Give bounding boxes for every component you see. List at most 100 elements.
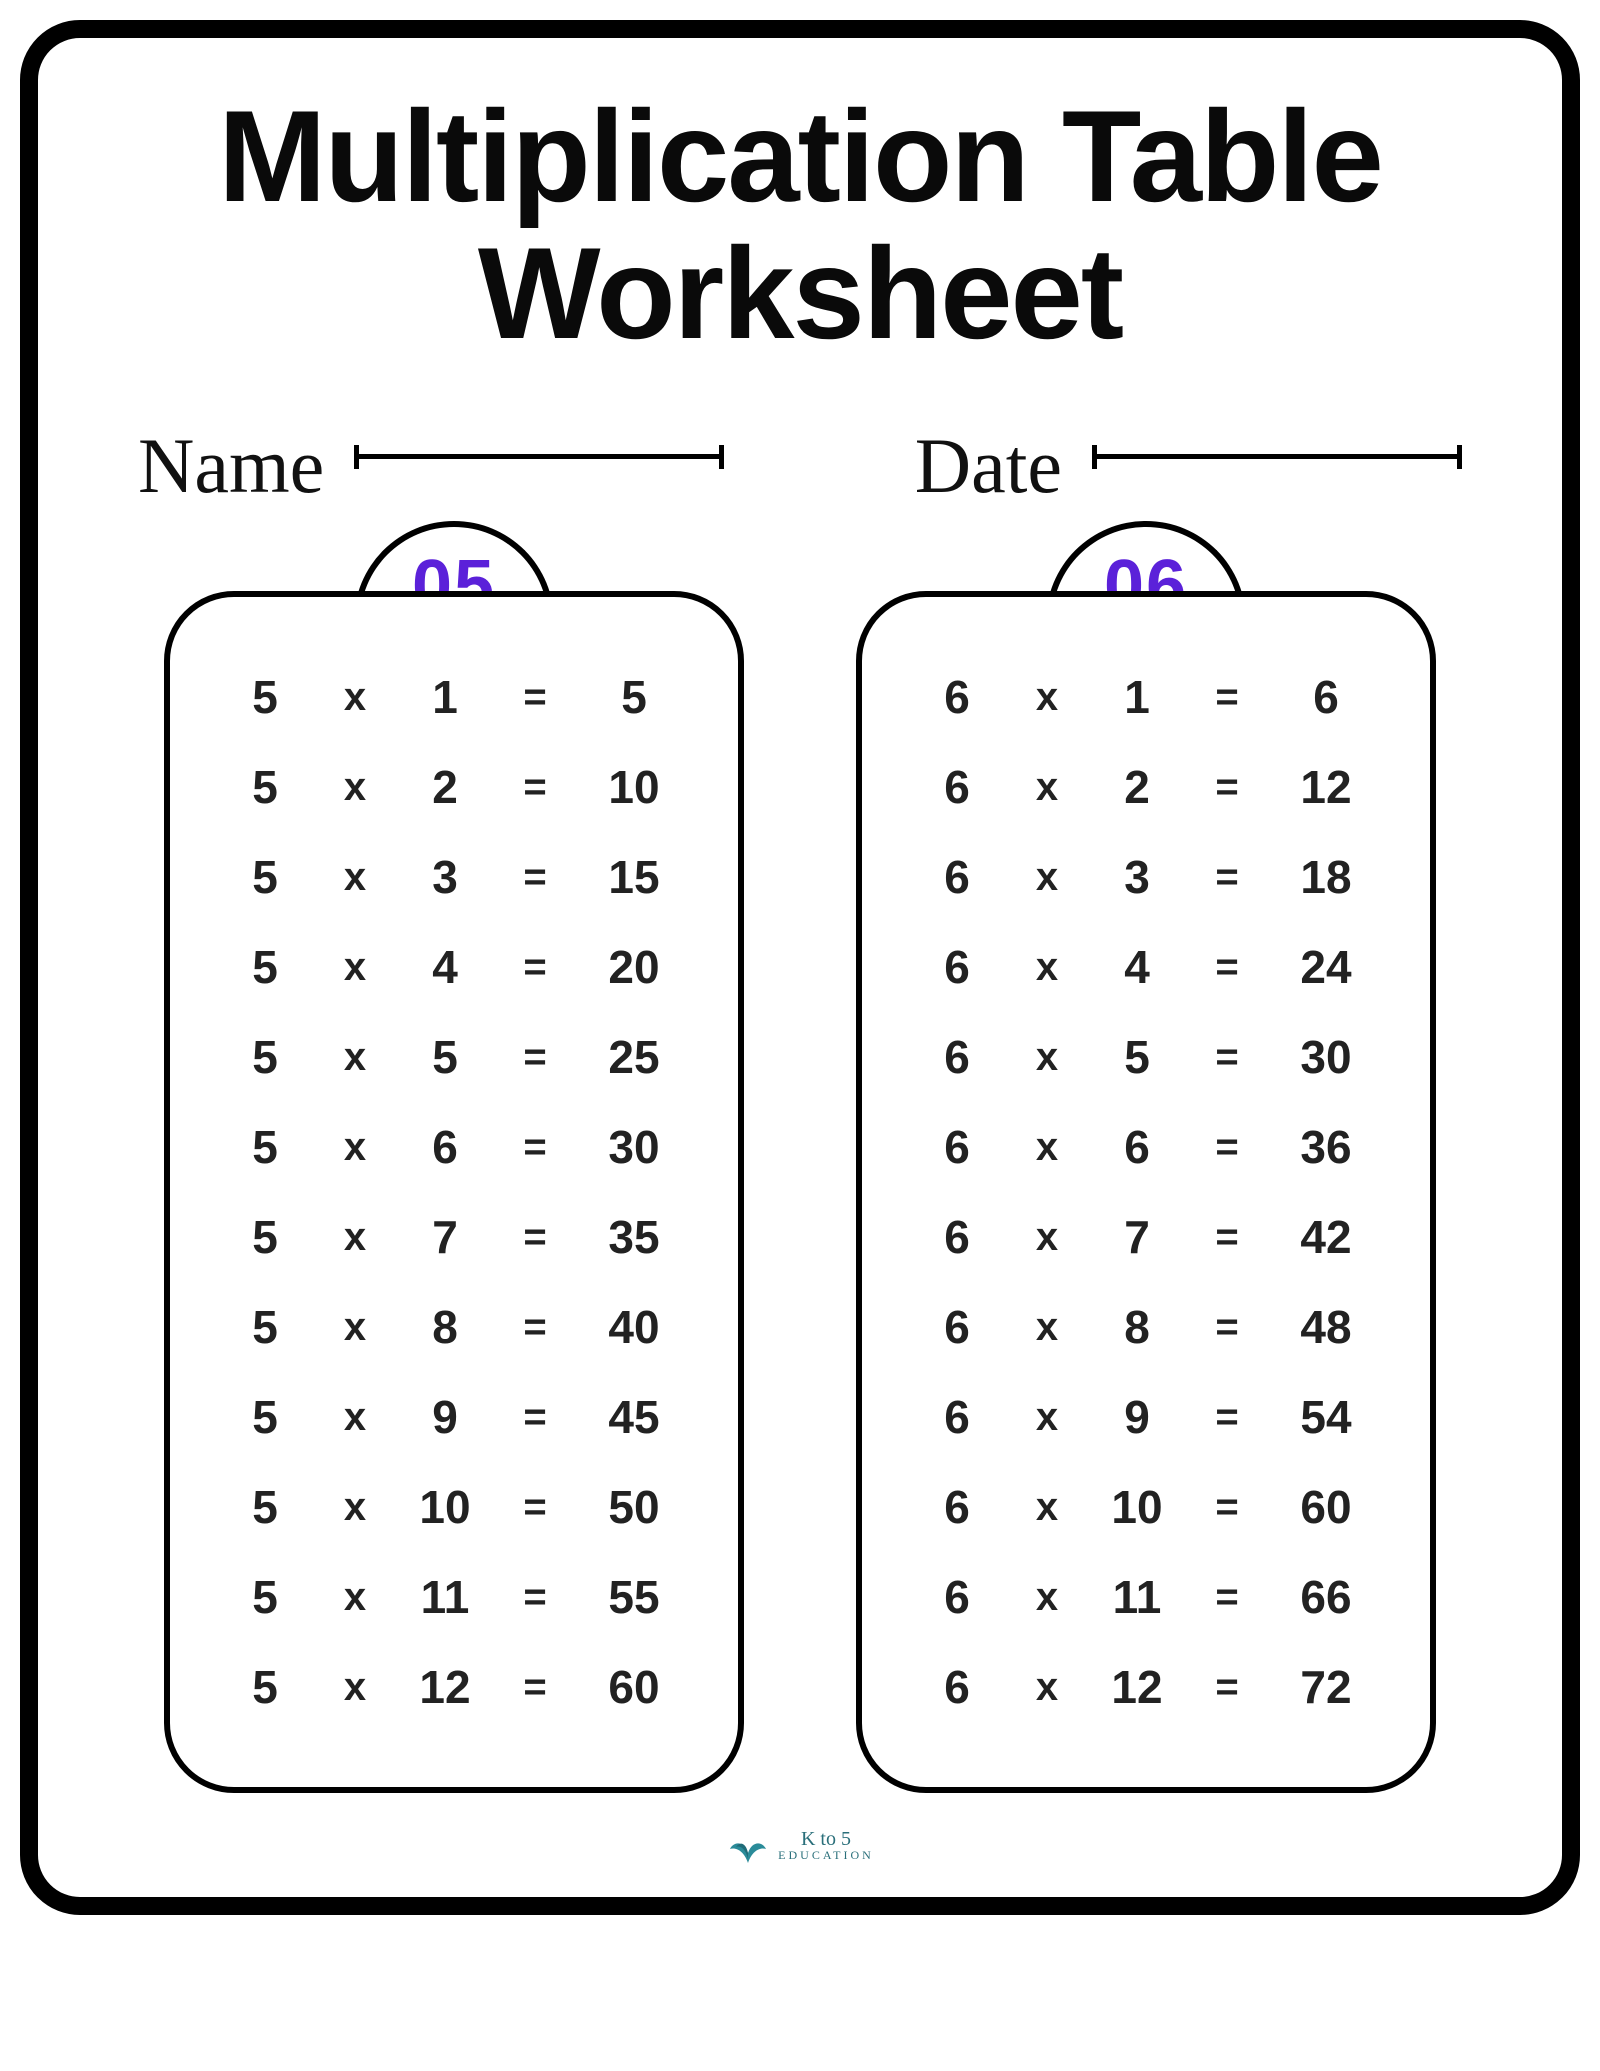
table-row: 5x11=55 <box>220 1552 688 1642</box>
equals-symbol: = <box>1182 1125 1272 1170</box>
equals-symbol: = <box>1182 1485 1272 1530</box>
table-row: 5x7=35 <box>220 1192 688 1282</box>
multiplier: 10 <box>400 1480 490 1534</box>
equals-symbol: = <box>1182 1035 1272 1080</box>
multiply-symbol: x <box>1002 1305 1092 1350</box>
equals-symbol: = <box>490 1125 580 1170</box>
multiplicand: 5 <box>220 1480 310 1534</box>
multiplier: 10 <box>1092 1480 1182 1534</box>
table-row: 6x6=36 <box>912 1102 1380 1192</box>
product: 25 <box>580 1030 688 1084</box>
multiplier: 9 <box>1092 1390 1182 1444</box>
equals-symbol: = <box>490 1035 580 1080</box>
multiplicand: 6 <box>912 760 1002 814</box>
multiply-symbol: x <box>1002 1395 1092 1440</box>
table-row: 6x9=54 <box>912 1372 1380 1462</box>
table-row: 6x10=60 <box>912 1462 1380 1552</box>
multiply-symbol: x <box>1002 765 1092 810</box>
equals-symbol: = <box>1182 765 1272 810</box>
logo-text: K to 5 EDUCATION <box>778 1829 874 1861</box>
footer-logo: K to 5 EDUCATION <box>98 1823 1502 1867</box>
multiplier: 5 <box>400 1030 490 1084</box>
multiplicand: 5 <box>220 670 310 724</box>
table-row: 6x7=42 <box>912 1192 1380 1282</box>
multiplicand: 6 <box>912 850 1002 904</box>
table-row: 5x12=60 <box>220 1642 688 1732</box>
multiplier: 8 <box>400 1300 490 1354</box>
multiply-symbol: x <box>1002 855 1092 900</box>
multiplicand: 5 <box>220 1390 310 1444</box>
multiplicand: 6 <box>912 1210 1002 1264</box>
product: 36 <box>1272 1120 1380 1174</box>
equals-symbol: = <box>1182 945 1272 990</box>
multiplicand: 6 <box>912 1030 1002 1084</box>
page-title: Multiplication Table Worksheet <box>98 88 1502 361</box>
product: 30 <box>1272 1030 1380 1084</box>
multiply-symbol: x <box>1002 1125 1092 1170</box>
tables-container: 05 5x1=55x2=105x3=155x4=205x5=255x6=305x… <box>98 591 1502 1793</box>
equals-symbol: = <box>490 855 580 900</box>
product: 60 <box>580 1660 688 1714</box>
equals-symbol: = <box>490 1485 580 1530</box>
multiply-symbol: x <box>1002 1035 1092 1080</box>
multiply-symbol: x <box>310 1215 400 1260</box>
table-row: 6x4=24 <box>912 922 1380 1012</box>
product: 35 <box>580 1210 688 1264</box>
equals-symbol: = <box>1182 1575 1272 1620</box>
name-input-line[interactable] <box>354 454 724 478</box>
date-field: Date <box>915 421 1462 511</box>
multiplier: 1 <box>1092 670 1182 724</box>
multiply-symbol: x <box>1002 1485 1092 1530</box>
multiplicand: 6 <box>912 940 1002 994</box>
multiply-symbol: x <box>310 1485 400 1530</box>
multiply-symbol: x <box>310 1665 400 1710</box>
multiplicand: 5 <box>220 1660 310 1714</box>
table-block-06: 06 6x1=66x2=126x3=186x4=246x5=306x6=366x… <box>856 591 1436 1793</box>
logo-sub: EDUCATION <box>778 1849 874 1861</box>
product: 45 <box>580 1390 688 1444</box>
multiplier: 11 <box>1092 1570 1182 1624</box>
multiplier: 3 <box>400 850 490 904</box>
product: 30 <box>580 1120 688 1174</box>
equals-symbol: = <box>490 1215 580 1260</box>
table-row: 5x10=50 <box>220 1462 688 1552</box>
table-row: 6x2=12 <box>912 742 1380 832</box>
logo-main: K to 5 <box>801 1828 851 1850</box>
multiplier: 2 <box>1092 760 1182 814</box>
multiplier: 8 <box>1092 1300 1182 1354</box>
multiply-symbol: x <box>310 765 400 810</box>
leaf-icon <box>726 1823 770 1867</box>
equals-symbol: = <box>1182 675 1272 720</box>
product: 50 <box>580 1480 688 1534</box>
multiplicand: 6 <box>912 1480 1002 1534</box>
product: 40 <box>580 1300 688 1354</box>
table-row: 5x2=10 <box>220 742 688 832</box>
multiply-symbol: x <box>1002 1575 1092 1620</box>
multiplicand: 6 <box>912 1390 1002 1444</box>
table-box: 6x1=66x2=126x3=186x4=246x5=306x6=366x7=4… <box>856 591 1436 1793</box>
table-row: 6x5=30 <box>912 1012 1380 1102</box>
multiplicand: 6 <box>912 1120 1002 1174</box>
date-input-line[interactable] <box>1092 454 1462 478</box>
multiplier: 7 <box>400 1210 490 1264</box>
product: 66 <box>1272 1570 1380 1624</box>
multiplier: 12 <box>1092 1660 1182 1714</box>
multiplicand: 5 <box>220 1120 310 1174</box>
table-row: 6x1=6 <box>912 652 1380 742</box>
multiplier: 7 <box>1092 1210 1182 1264</box>
equals-symbol: = <box>1182 1305 1272 1350</box>
product: 18 <box>1272 850 1380 904</box>
multiplier: 6 <box>1092 1120 1182 1174</box>
multiplier: 4 <box>400 940 490 994</box>
multiplicand: 6 <box>912 1660 1002 1714</box>
multiplier: 6 <box>400 1120 490 1174</box>
date-label: Date <box>915 421 1062 511</box>
table-row: 5x9=45 <box>220 1372 688 1462</box>
product: 24 <box>1272 940 1380 994</box>
multiplier: 9 <box>400 1390 490 1444</box>
multiplicand: 5 <box>220 1210 310 1264</box>
multiplier: 11 <box>400 1570 490 1624</box>
title-line-2: Worksheet <box>478 220 1122 366</box>
table-block-05: 05 5x1=55x2=105x3=155x4=205x5=255x6=305x… <box>164 591 744 1793</box>
multiplicand: 6 <box>912 1300 1002 1354</box>
